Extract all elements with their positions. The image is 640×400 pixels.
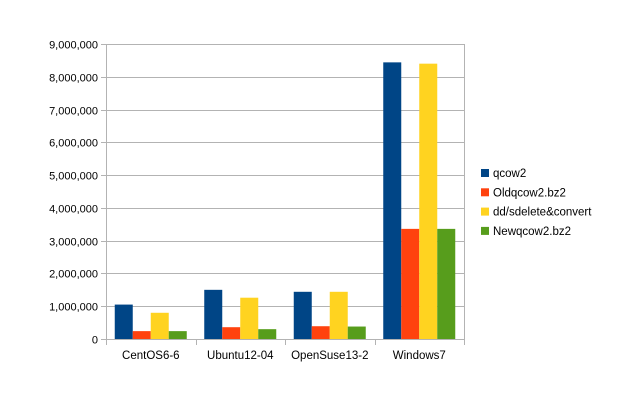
bar-dd-sdelete-convert-1 <box>240 297 259 339</box>
x-tick-label: CentOS6-6 <box>122 350 180 362</box>
legend-swatch <box>481 226 489 235</box>
legend: qcow2 Oldqcow2.bz2 dd/sdelete&convert Newqc… <box>481 168 592 238</box>
bar-oldqcow2-bz2-0 <box>132 331 151 339</box>
bar-qcow2-3 <box>383 62 402 340</box>
bar-qcow2-0 <box>114 304 133 339</box>
bar-newqcow2-bz2-2 <box>347 326 366 339</box>
legend-swatch <box>481 169 489 177</box>
y-tick-label: 5,000,000 <box>49 171 98 183</box>
y-tick-label: 7,000,000 <box>49 106 98 118</box>
y-tick-label: 2,000,000 <box>49 269 98 281</box>
y-axis-ticks: 0 1,000,000 2,000,000 3,000,000 4,000,000 5,0… <box>49 40 106 347</box>
legend-label: dd/sdelete&convert <box>493 207 592 219</box>
legend-swatch <box>481 188 489 197</box>
bar-dd-sdelete-convert-0 <box>150 312 169 339</box>
bar-newqcow2-bz2-1 <box>258 329 277 339</box>
y-tick-label: 0 <box>92 335 98 347</box>
bar-oldqcow2-bz2-1 <box>222 327 241 339</box>
bar-group <box>114 62 456 340</box>
bar-oldqcow2-bz2-3 <box>401 228 420 339</box>
legend-label: Newqcow2.bz2 <box>493 226 571 238</box>
x-tick-label: Ubuntu12-04 <box>207 350 274 362</box>
bar-dd-sdelete-convert-3 <box>419 63 438 340</box>
y-tick-label: 9,000,000 <box>49 40 98 52</box>
bar-qcow2-1 <box>204 289 223 339</box>
gridlines <box>106 44 464 340</box>
legend-label: qcow2 <box>493 168 526 180</box>
bar-dd-sdelete-convert-2 <box>329 291 348 339</box>
bar-newqcow2-bz2-0 <box>168 331 187 339</box>
y-tick-label: 6,000,000 <box>49 138 98 150</box>
x-tick-label: Windows7 <box>393 350 446 362</box>
x-axis-labels: CentOS6-6 Ubuntu12-04 OpenSuse13-2 Windows7 <box>122 350 446 362</box>
x-tick-label: OpenSuse13-2 <box>291 350 368 362</box>
y-tick-label: 1,000,000 <box>49 302 98 314</box>
legend-label: Oldqcow2.bz2 <box>493 187 566 199</box>
y-tick-label: 4,000,000 <box>49 204 98 216</box>
y-tick-label: 3,000,000 <box>49 237 98 249</box>
bar-newqcow2-bz2-3 <box>437 228 456 339</box>
y-tick-label: 8,000,000 <box>49 73 98 85</box>
bar-qcow2-2 <box>293 291 312 339</box>
bar-oldqcow2-bz2-2 <box>311 326 330 339</box>
axes <box>106 44 465 345</box>
legend-swatch <box>481 207 489 216</box>
